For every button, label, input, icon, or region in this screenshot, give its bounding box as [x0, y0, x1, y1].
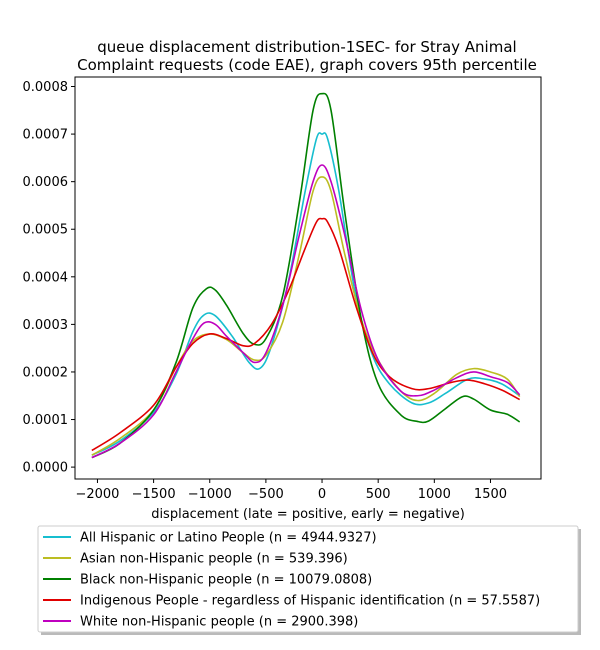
legend-label-1: All Hispanic or Latino People (n = 4944.…: [80, 531, 377, 546]
legend-items: All Hispanic or Latino People (n = 4944.…: [43, 531, 540, 630]
chart-title-line-1: queue displacement distribution-1SEC- fo…: [97, 38, 516, 56]
y-tick-label: 0.0003: [23, 318, 69, 333]
series-line-1: [91, 132, 521, 456]
y-tick-label: 0.0005: [23, 223, 69, 238]
x-tick-label: 500: [366, 487, 391, 502]
x-tick-label: −500: [248, 487, 284, 502]
x-tick-label: 1000: [418, 487, 451, 502]
y-tick-label: 0.0002: [23, 365, 69, 380]
y-tick-label: 0.0001: [23, 413, 69, 428]
series-lines: [91, 92, 521, 459]
legend: All Hispanic or Latino People (n = 4944.…: [37, 525, 581, 635]
x-tick-label: −2000: [75, 487, 119, 502]
legend-label-5: White non-Hispanic people (n = 2900.398): [80, 615, 358, 630]
x-axis-label: displacement (late = positive, early = n…: [151, 507, 465, 522]
legend-box: [37, 525, 579, 633]
x-tick-label: 0: [318, 487, 326, 502]
x-tick-label: −1500: [132, 487, 176, 502]
plot-area: −2000 −1500 −1000 −500 0 500 1000 1500 0.0000 0.0…: [23, 76, 542, 502]
y-tick-label: 0.0004: [23, 270, 69, 285]
y-tick-label: 0.0000: [23, 461, 69, 476]
legend-label-4: Indigenous People - regardless of Hispan…: [80, 594, 540, 609]
series-line-5: [91, 164, 521, 459]
y-tick-label: 0.0006: [23, 175, 69, 190]
series-line-4: [91, 217, 521, 452]
series-line-2: [91, 176, 521, 456]
legend-label-3: Black non-Hispanic people (n = 10079.080…: [80, 573, 372, 588]
y-tick-label: 0.0007: [23, 128, 69, 143]
series-line-3: [91, 92, 521, 459]
axes-frame: [74, 76, 542, 480]
x-tick-label: 1500: [474, 487, 507, 502]
legend-label-2: Asian non-Hispanic people (n = 539.396): [80, 552, 348, 567]
y-tick-label: 0.0008: [23, 80, 69, 95]
chart-title-line-2: Complaint requests (code EAE), graph cov…: [77, 56, 537, 74]
x-tick-label: −1000: [188, 487, 232, 502]
